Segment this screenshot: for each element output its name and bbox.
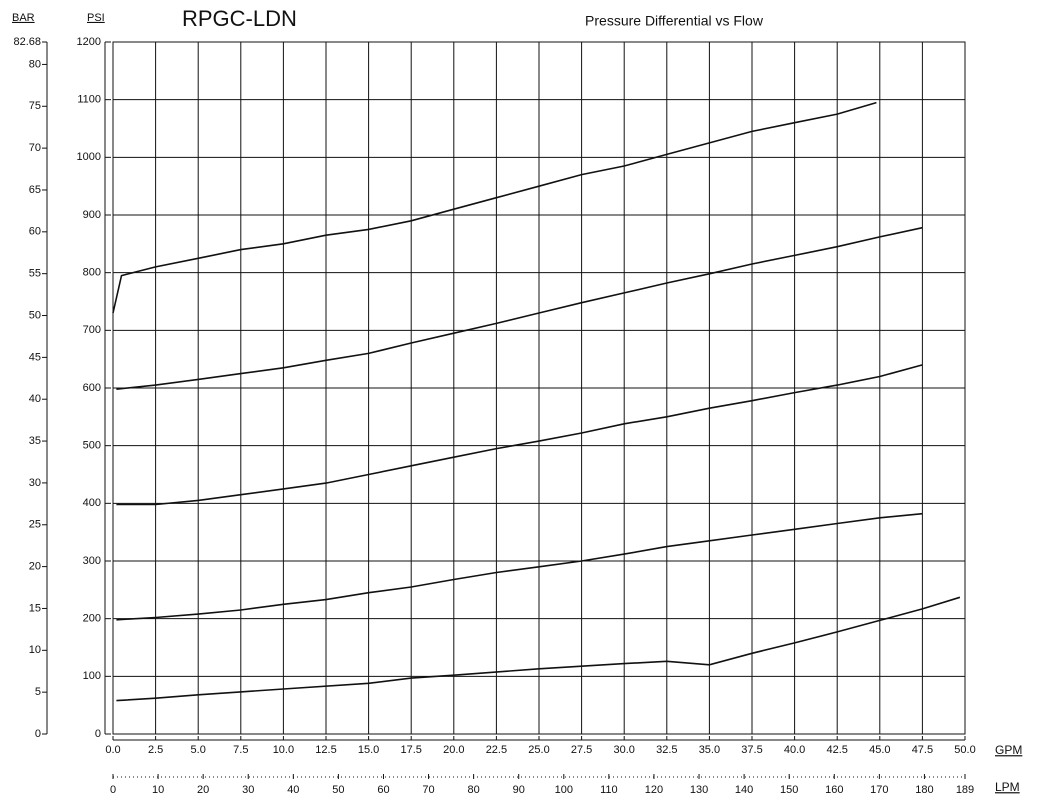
y2-tick-label: 55 (29, 268, 41, 280)
y-tick-label: 1100 (77, 94, 101, 106)
x-tick-label: 17.5 (400, 744, 421, 756)
x2-tick-label: 110 (600, 784, 618, 796)
x-tick-label: 32.5 (656, 744, 677, 756)
x-tick-label: 5.0 (191, 744, 206, 756)
y2-tick-label: 30 (29, 477, 41, 489)
y2-tick-label: 5 (35, 686, 41, 698)
y2-tick-label: 65 (29, 184, 41, 196)
y-tick-label: 100 (83, 670, 101, 682)
y2-tick-label: 75 (29, 100, 41, 112)
x-tick-label: 15.0 (358, 744, 379, 756)
y2-tick-label: 15 (29, 602, 41, 614)
x2-tick-label: 130 (690, 784, 708, 796)
y-tick-label: 300 (83, 555, 101, 567)
x-tick-label: 42.5 (826, 744, 847, 756)
data-line (116, 364, 923, 506)
x-tick-label: 37.5 (741, 744, 762, 756)
x-tick-label: 2.5 (148, 744, 163, 756)
y2-tick-label: 40 (29, 393, 41, 405)
y2-tick-label: 35 (29, 435, 41, 447)
x-tick-label: 0.0 (105, 744, 120, 756)
x-tick-label: 25.0 (528, 744, 549, 756)
x-tick-label: 7.5 (233, 744, 248, 756)
y2-axis-label: BAR (12, 12, 35, 24)
y-axis-label: PSI (87, 12, 105, 24)
x-tick-label: 20.0 (443, 744, 464, 756)
x-tick-label: 40.0 (784, 744, 805, 756)
y2-tick-label: 80 (29, 58, 41, 70)
x2-tick-label: 120 (645, 784, 663, 796)
x2-tick-label: 60 (377, 784, 389, 796)
x2-tick-label: 30 (242, 784, 254, 796)
y2-tick-label: 60 (29, 226, 41, 238)
chart-subtitle: Pressure Differential vs Flow (585, 13, 764, 29)
x2-tick-label: 140 (735, 784, 753, 796)
y-tick-label: 700 (83, 324, 101, 336)
x2-tick-label: 170 (870, 784, 888, 796)
x2-tick-label: 150 (780, 784, 798, 796)
y-tick-label: 0 (95, 728, 101, 740)
y-tick-label: 200 (83, 613, 101, 625)
y2-tick-label: 20 (29, 561, 41, 573)
x-tick-label: 35.0 (699, 744, 720, 756)
y2-tick-label: 45 (29, 351, 41, 363)
data-line (116, 512, 923, 621)
x-axis-label: GPM (995, 743, 1022, 757)
y2-tick-label: 82.68 (13, 36, 41, 48)
x-tick-label: 47.5 (912, 744, 933, 756)
x2-tick-label: 180 (915, 784, 933, 796)
x-tick-label: 30.0 (613, 744, 634, 756)
x2-tick-label: 40 (287, 784, 299, 796)
y-tick-label: 900 (83, 209, 101, 221)
x2-tick-label: 80 (468, 784, 480, 796)
data-line (116, 226, 923, 390)
data-line (116, 596, 961, 702)
x2-tick-label: 189 (956, 784, 974, 796)
y-tick-label: 600 (83, 382, 101, 394)
y2-tick-label: 50 (29, 309, 41, 321)
x-tick-label: 50.0 (954, 744, 975, 756)
chart-title: RPGC-LDN (182, 6, 297, 31)
x2-tick-label: 20 (197, 784, 209, 796)
y-tick-label: 1200 (77, 36, 101, 48)
x2-tick-label: 90 (513, 784, 525, 796)
y2-tick-label: 25 (29, 519, 41, 531)
y-tick-label: 800 (83, 267, 101, 279)
x2-tick-label: 0 (110, 784, 116, 796)
y-tick-label: 400 (83, 497, 101, 509)
plot-frame (112, 41, 966, 735)
x-tick-label: 10.0 (273, 744, 294, 756)
x-tick-label: 12.5 (315, 744, 336, 756)
x2-tick-label: 10 (152, 784, 164, 796)
x2-tick-label: 160 (825, 784, 843, 796)
data-line (112, 101, 877, 314)
x2-tick-label: 50 (332, 784, 344, 796)
y-tick-label: 1000 (77, 151, 101, 163)
y2-tick-label: 0 (35, 728, 41, 740)
x-tick-label: 27.5 (571, 744, 592, 756)
x-tick-label: 45.0 (869, 744, 890, 756)
y-tick-label: 500 (83, 440, 101, 452)
x2-axis-label: LPM (995, 780, 1020, 794)
x2-tick-label: 70 (422, 784, 434, 796)
x2-tick-label: 100 (555, 784, 573, 796)
y2-tick-label: 10 (29, 644, 41, 656)
y2-tick-label: 70 (29, 142, 41, 154)
x-tick-label: 22.5 (486, 744, 507, 756)
